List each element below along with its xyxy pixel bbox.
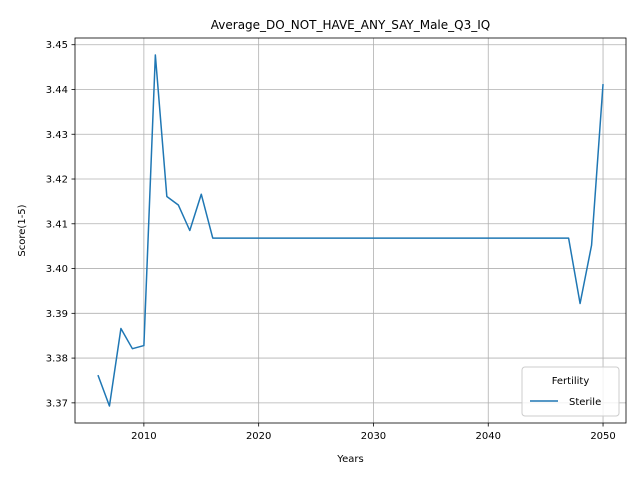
y-tick-label: 3.43 bbox=[46, 130, 68, 141]
y-tick-label: 3.37 bbox=[46, 398, 68, 409]
legend-title: Fertility bbox=[552, 376, 590, 387]
y-tick-label: 3.38 bbox=[46, 354, 68, 365]
series-lines bbox=[97, 54, 604, 407]
x-tick-label: 2030 bbox=[361, 431, 386, 442]
plot-area-frame bbox=[74, 37, 627, 424]
x-tick-label: 2020 bbox=[246, 431, 271, 442]
x-tick-label: 2010 bbox=[131, 431, 156, 442]
x-axis-ticks: 2010 2020 2030 2040 2050 bbox=[131, 423, 616, 442]
series-line-sterile bbox=[97, 54, 604, 407]
legend-box bbox=[521, 366, 620, 417]
legend-label-sterile: Sterile bbox=[569, 397, 601, 408]
grid-lines bbox=[75, 38, 626, 423]
x-axis-label: Years bbox=[336, 454, 363, 465]
y-tick-label: 3.42 bbox=[46, 175, 68, 186]
y-tick-label: 3.41 bbox=[46, 219, 68, 230]
x-tick-label: 2040 bbox=[476, 431, 501, 442]
y-axis-label: Score(1-5) bbox=[17, 204, 28, 256]
y-tick-label: 3.40 bbox=[46, 264, 68, 275]
chart-title: Average_DO_NOT_HAVE_ANY_SAY_Male_Q3_IQ bbox=[211, 18, 490, 32]
x-tick-label: 2050 bbox=[590, 431, 615, 442]
y-tick-label: 3.44 bbox=[46, 85, 68, 96]
legend: Fertility Sterile bbox=[521, 366, 620, 417]
y-tick-label: 3.45 bbox=[46, 40, 68, 51]
y-axis-ticks: 3.37 3.38 3.39 3.40 3.41 3.42 3.43 3.44 3.45 bbox=[46, 40, 75, 409]
y-tick-label: 3.39 bbox=[46, 309, 68, 320]
